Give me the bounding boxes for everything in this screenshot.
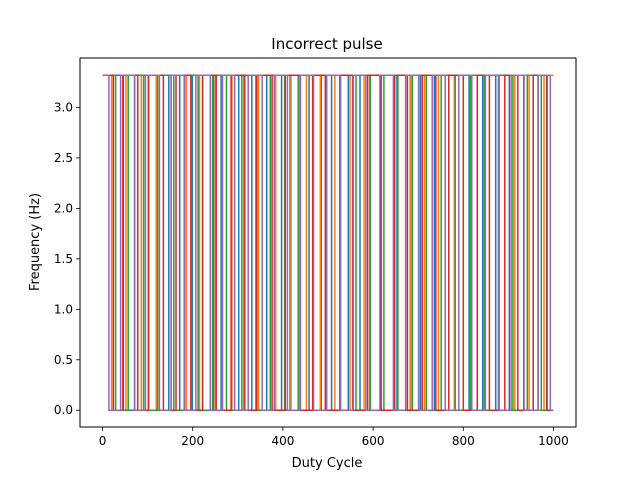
y-tick-label: 2.0	[54, 201, 73, 215]
y-axis-label: Frequency (Hz)	[28, 193, 43, 291]
x-tick-label: 0	[99, 434, 107, 448]
x-tick-label: 600	[362, 434, 385, 448]
y-tick-label: 1.0	[54, 302, 73, 316]
x-tick-label: 200	[181, 434, 204, 448]
x-tick-label: 1000	[538, 434, 569, 448]
y-tick-label: 1.5	[54, 252, 73, 266]
y-tick-label: 0.5	[54, 353, 73, 367]
y-axis-ticks: 0.0 0.5 1.0 1.5 2.0 2.5 3.0	[54, 100, 80, 417]
plot-area-frame	[79, 57, 577, 428]
y-tick-label: 2.5	[54, 151, 73, 165]
y-tick-label: 0.0	[54, 403, 73, 417]
x-tick-label: 800	[452, 434, 475, 448]
plot-series	[102, 74, 554, 411]
x-axis-ticks: 0 200 400 600 800 1000	[99, 427, 569, 448]
pulse-series-4	[102, 74, 554, 411]
chart-title: Incorrect pulse	[271, 35, 382, 53]
x-axis-label: Duty Cycle	[292, 456, 363, 471]
pulse-series-5	[102, 74, 554, 411]
y-tick-label: 3.0	[54, 100, 73, 114]
x-tick-label: 400	[271, 434, 294, 448]
